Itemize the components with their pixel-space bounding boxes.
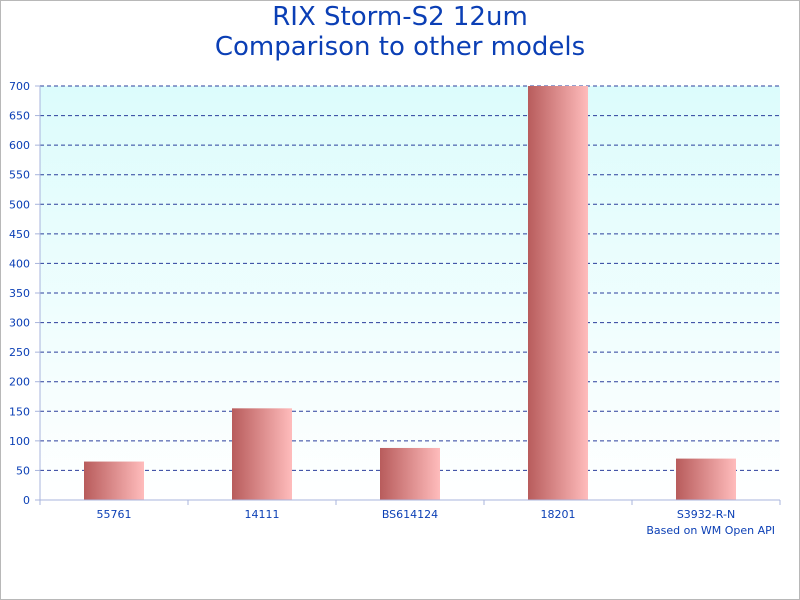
chart-title-line-2: Comparison to other models [214,32,586,62]
chart-title-line-1: RIX Storm-S2 12um [272,2,528,32]
x-tick-label: 14111 [245,508,280,521]
plot-area [40,86,780,500]
y-tick-label: 350 [9,287,30,300]
x-tick-label: 55761 [97,508,132,521]
bar-BS614124 [380,447,440,500]
y-tick-label: 650 [9,110,30,123]
x-tick-label: BS614124 [382,508,438,521]
chart-title: RIX Storm-S2 12um Comparison to other mo… [0,2,800,62]
y-tick-label: 0 [23,494,30,507]
bar-55761 [84,461,144,500]
y-tick-label: 300 [9,317,30,330]
y-tick-label: 50 [16,464,30,477]
axis-labels: 0 50 100 150 200 250 300 350 400 450 500 550 600 650 7… [9,80,735,521]
y-tick-label: 250 [9,346,30,359]
y-tick-label: 450 [9,228,30,241]
y-tick-label: 150 [9,405,30,418]
y-tick-label: 200 [9,376,30,389]
x-tick-label: 18201 [541,508,576,521]
y-tick-label: 100 [9,435,30,448]
grid-lines [40,85,780,471]
bars [84,86,736,500]
x-tick-label: S3932-R-N [677,508,735,521]
bar-14111 [232,408,292,500]
y-tick-label: 700 [9,80,30,93]
y-tick-label: 550 [9,169,30,182]
y-tick-label: 500 [9,198,30,211]
source-note: Based on WM Open API [646,524,775,537]
bar-S3932-R-N [676,458,736,500]
y-tick-label: 400 [9,257,30,270]
bar-18201 [528,86,588,500]
axes [35,85,781,505]
y-tick-label: 600 [9,139,30,152]
